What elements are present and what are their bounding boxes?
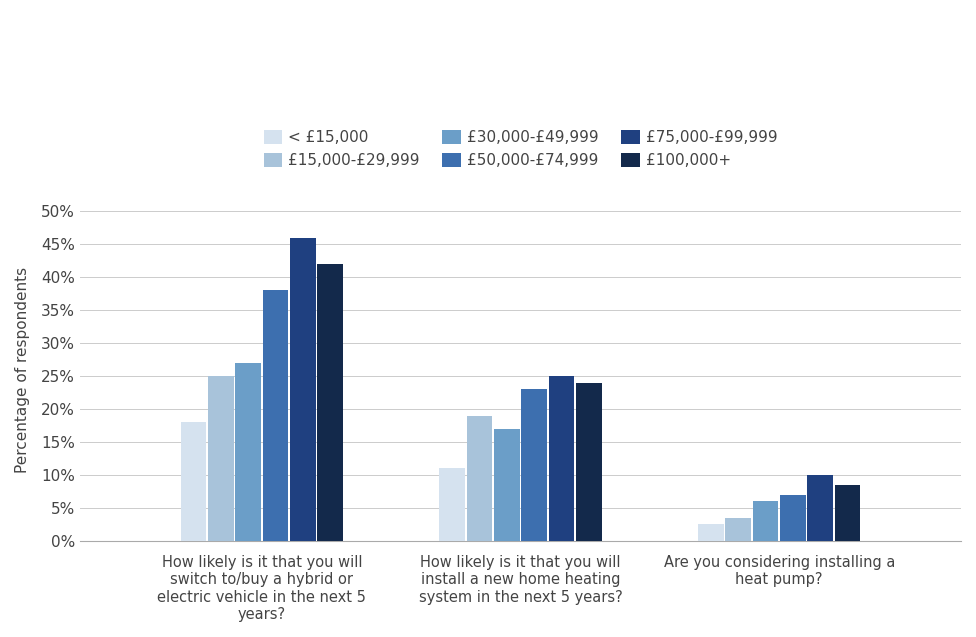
Y-axis label: Percentage of respondents: Percentage of respondents	[15, 266, 30, 473]
Bar	[780, 495, 806, 541]
Bar	[576, 383, 601, 541]
Bar	[834, 485, 861, 541]
Bar	[494, 429, 520, 541]
Legend: < £15,000, £15,000-£29,999, £30,000-£49,999, £50,000-£74,999, £75,000-£99,999, £: < £15,000, £15,000-£29,999, £30,000-£49,…	[264, 131, 778, 168]
Bar	[235, 363, 261, 541]
Bar	[317, 264, 343, 541]
Bar	[467, 416, 493, 541]
Bar	[181, 422, 207, 541]
Bar	[290, 238, 315, 541]
Bar	[807, 475, 834, 541]
Bar	[439, 468, 466, 541]
Bar	[521, 389, 548, 541]
Bar	[698, 524, 724, 541]
Bar	[725, 518, 752, 541]
Bar	[549, 376, 575, 541]
Bar	[752, 501, 779, 541]
Bar	[263, 290, 288, 541]
Bar	[208, 376, 234, 541]
